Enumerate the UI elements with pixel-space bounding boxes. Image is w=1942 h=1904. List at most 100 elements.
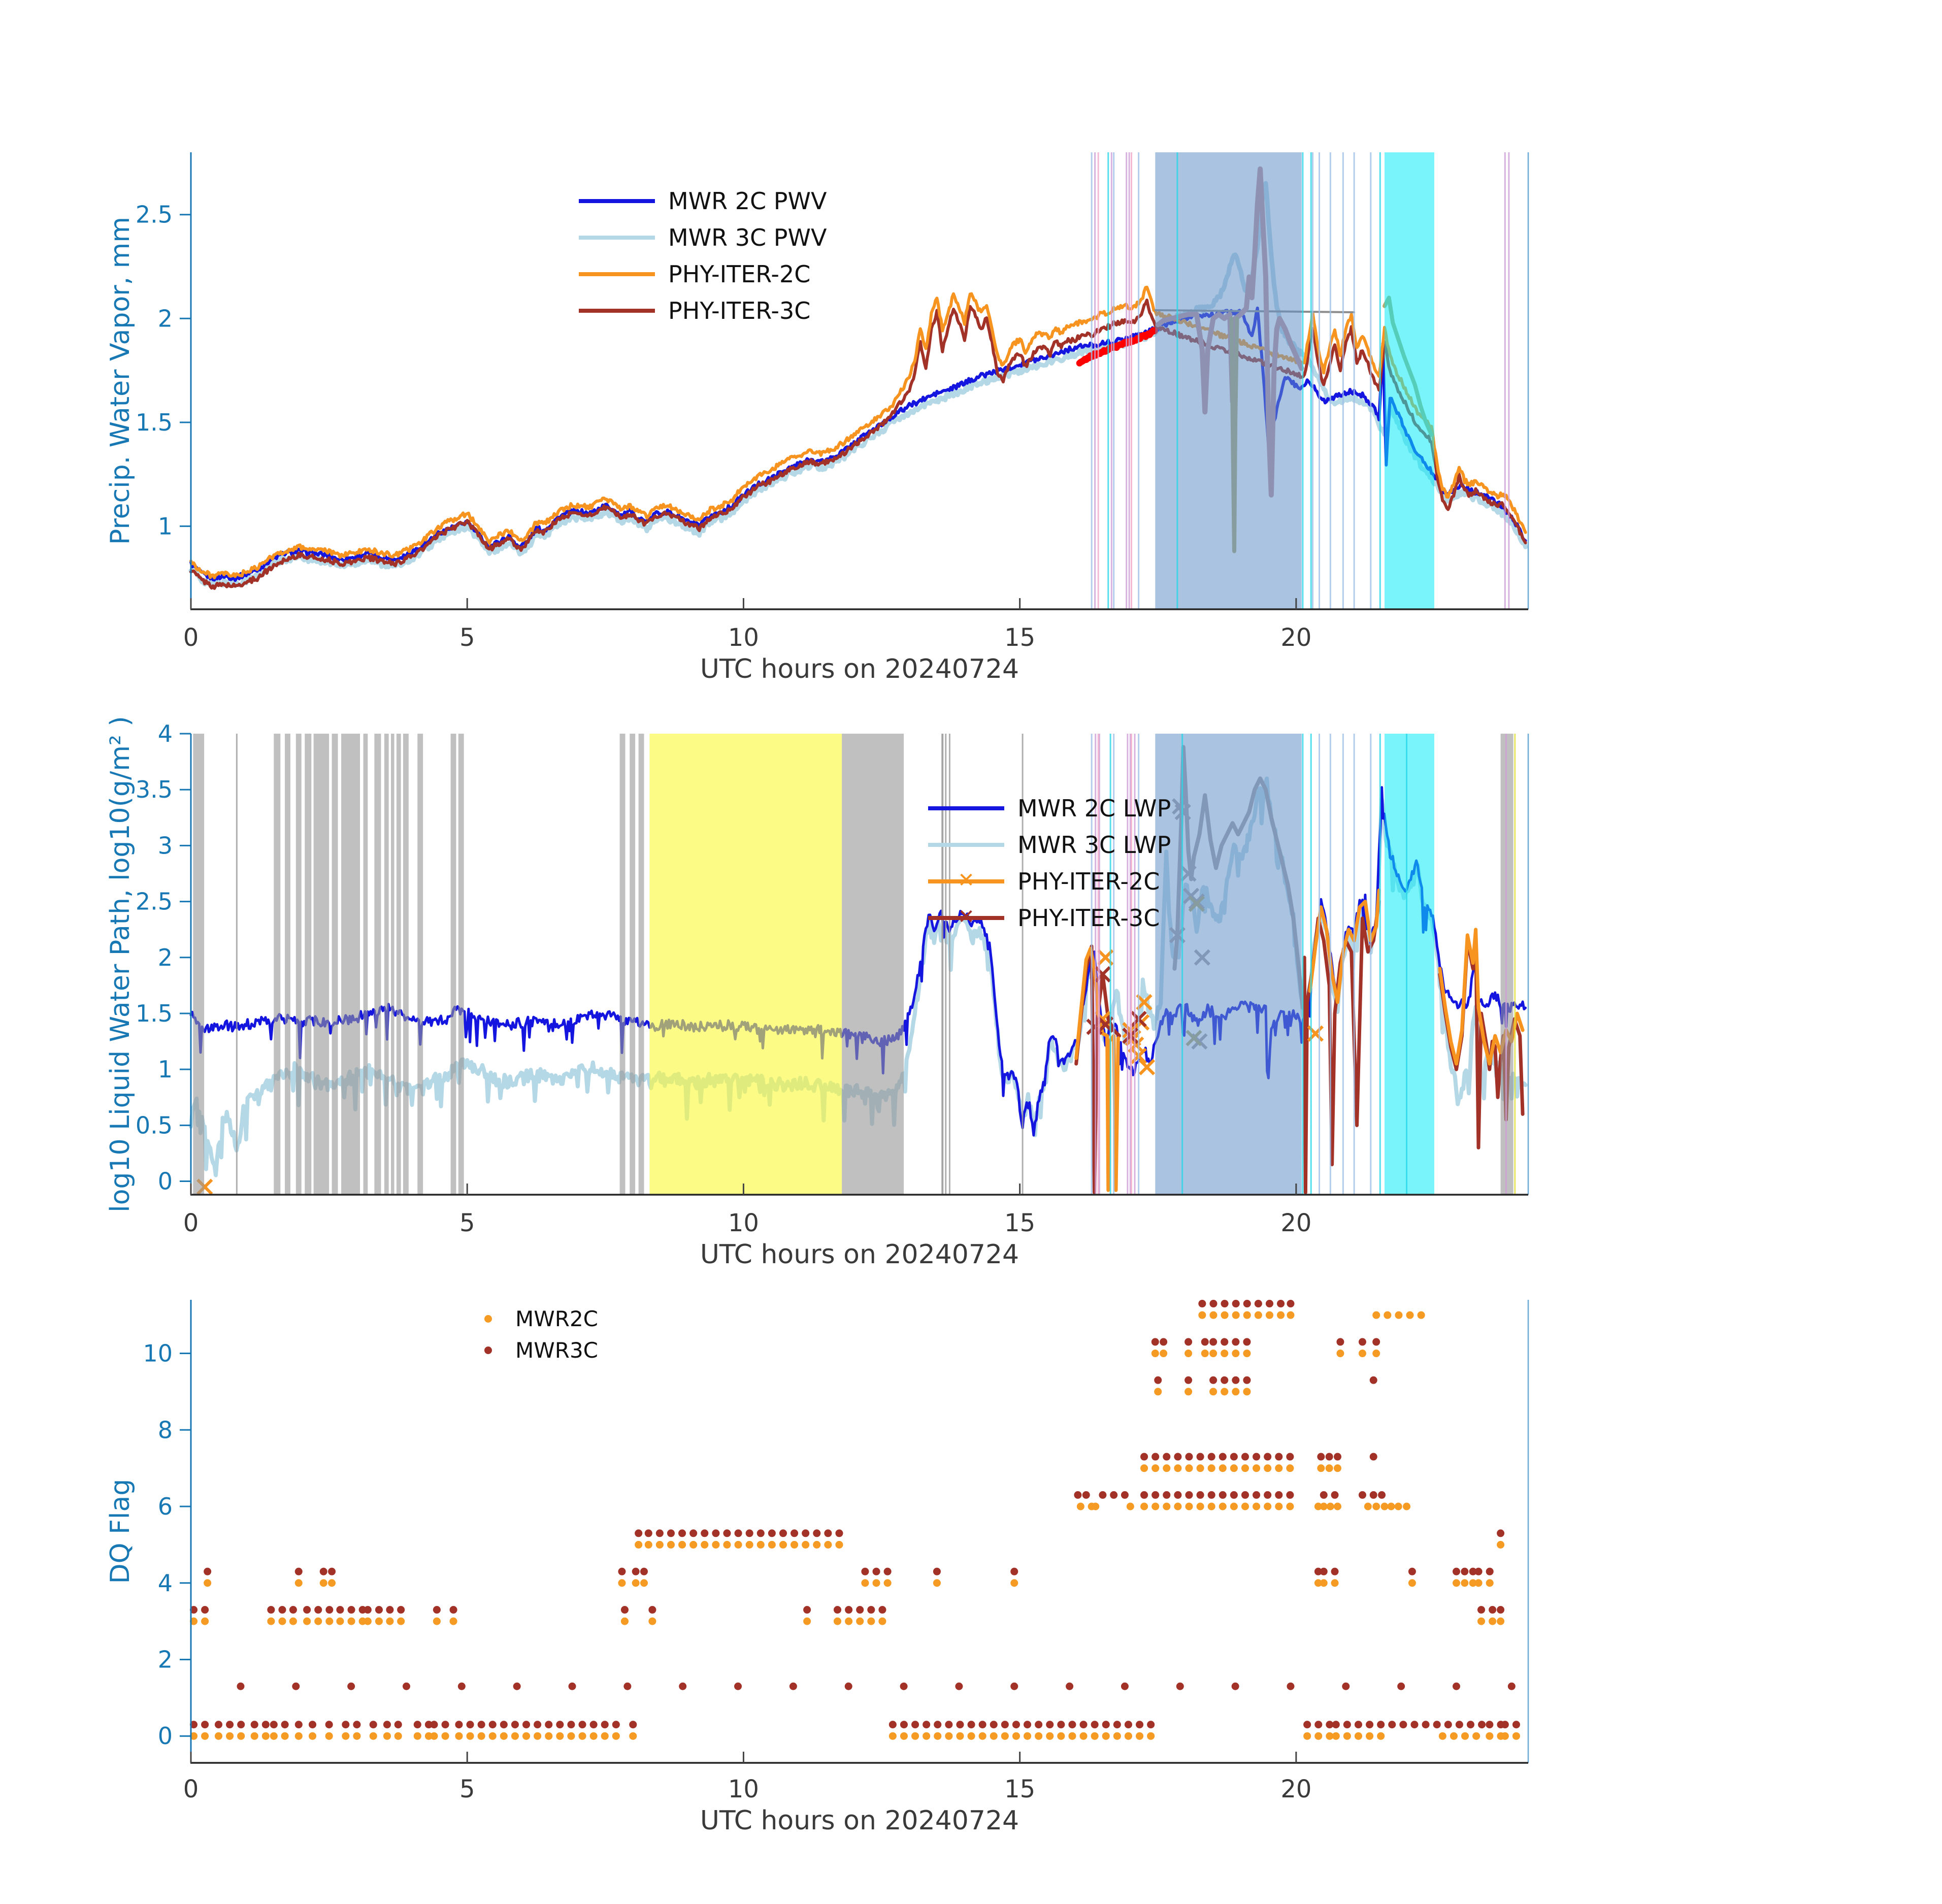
lwp-legend: MWR 2C LWP MWR 3C LWP ✕ PHY-ITER-2C ✕ PH… <box>928 790 1171 936</box>
legend-label: PHY-ITER-3C <box>1017 904 1160 932</box>
pwv-legend: MWR 2C PWV MWR 3C PWV PHY-ITER-2C PHY-IT… <box>579 183 827 329</box>
liquid-water-path-shaded-bands <box>193 734 1513 1195</box>
series-phy-iter-3c <box>189 299 1527 590</box>
dq-row-4.3 <box>204 1567 1505 1575</box>
phy-iter-3c-line-sample <box>579 309 655 313</box>
legend-item-mwr3c-lwp: MWR 3C LWP <box>928 827 1171 863</box>
legend-label: MWR2C <box>515 1306 598 1331</box>
precip-water-vapor-series <box>188 166 1528 590</box>
dq-row-10 <box>1151 1350 1380 1358</box>
mwr3c-pwv-line-sample <box>579 236 655 240</box>
y-tick-label: 1.5 <box>136 1000 173 1027</box>
dq-row-7.3 <box>1140 1453 1377 1461</box>
dq-row-10.3 <box>1151 1338 1380 1346</box>
legend-label: MWR 2C LWP <box>1017 795 1171 822</box>
y-tick-label: 3 <box>158 832 173 859</box>
legend-item-mwr2c-pwv: MWR 2C PWV <box>579 183 827 219</box>
mwr3c-dot-sample <box>484 1346 492 1354</box>
x-tick-label: 5 <box>459 1209 475 1237</box>
lwp-x-axis-label: UTC hours on 20240724 <box>700 1239 1019 1270</box>
pwv-y-axis-label: Precip. Water Vapor, mm <box>105 217 136 545</box>
dq-row-6 <box>1076 1502 1411 1511</box>
dq-row-3 <box>189 1617 1505 1625</box>
x-tick-label: 10 <box>728 1775 759 1803</box>
phy-iter-3c-line-x-sample: ✕ <box>928 905 1004 929</box>
y-tick-label: 0 <box>158 1168 173 1195</box>
x-tick-label: 20 <box>1280 1775 1311 1803</box>
lwp-y-axis-label: log10 Liquid Water Path, log10(g/m² ) <box>105 716 136 1212</box>
phy-iter-2c-line-x-sample: ✕ <box>928 869 1004 892</box>
precip-water-vapor-shaded-bands <box>1155 152 1434 609</box>
x-tick-label: 10 <box>728 623 759 652</box>
precip-water-vapor-event-vlines <box>1091 152 1510 609</box>
liquid-water-path-event-vlines <box>236 734 1516 1195</box>
y-tick-label: 2 <box>158 1646 173 1673</box>
legend-label: MWR 2C PWV <box>668 187 827 215</box>
panel-dq-flag: 0 2 4 6 8 10 0 5 10 15 20 <box>143 1300 1529 1803</box>
dq-row-6.3 <box>1074 1491 1386 1499</box>
x-tick-label: 10 <box>728 1209 759 1237</box>
legend-label: MWR3C <box>515 1337 598 1363</box>
series-phy-iter-2c <box>189 285 1527 579</box>
panel-precip-water-vapor: 1 1.5 2 2.5 0 5 10 15 20 <box>136 152 1529 652</box>
y-tick-label: 4 <box>158 720 173 747</box>
dq-row-11 <box>1198 1311 1433 1319</box>
dq-row-5 <box>635 1540 1505 1549</box>
x-tick-label: 15 <box>1004 1775 1035 1803</box>
legend-label: MWR 3C LWP <box>1017 831 1171 859</box>
legend-item-mwr2c-flag: MWR2C <box>472 1303 598 1334</box>
y-tick-label: 4 <box>158 1569 173 1597</box>
dq-flag-axes: 0 2 4 6 8 10 0 5 10 15 20 <box>143 1300 1529 1803</box>
pwv-x-axis-label: UTC hours on 20240724 <box>700 654 1019 684</box>
x-tick-label: 0 <box>183 1775 199 1803</box>
dq-row-1.3 <box>237 1682 1516 1690</box>
y-tick-label: 6 <box>158 1493 173 1520</box>
dq-row-11.3 <box>1198 1300 1295 1308</box>
x-tick-label: 20 <box>1280 623 1311 652</box>
y-tick-label: 1.5 <box>136 409 173 436</box>
y-tick-label: 0 <box>158 1722 173 1750</box>
legend-item-phy-iter-3c: PHY-ITER-3C <box>579 292 827 329</box>
y-tick-label: 2 <box>158 944 173 971</box>
legend-label: PHY-ITER-2C <box>1017 868 1160 895</box>
x-tick-label: 20 <box>1280 1209 1311 1237</box>
mwr2c-lwp-line-sample <box>928 806 1004 810</box>
y-tick-label: 2.5 <box>136 888 173 915</box>
y-tick-label: 1 <box>158 1056 173 1083</box>
panel-liquid-water-path: 0 0.5 1 1.5 2 2.5 3 3.5 4 0 5 10 15 20 <box>136 720 1529 1237</box>
x-tick-label: 15 <box>1004 1209 1035 1237</box>
legend-label: PHY-ITER-3C <box>668 297 811 324</box>
dq-row-7 <box>1140 1464 1341 1472</box>
y-tick-label: 8 <box>158 1416 173 1443</box>
dq-row-9 <box>1154 1388 1259 1396</box>
y-tick-label: 2.5 <box>136 201 173 228</box>
dq-row-5.3 <box>635 1529 1505 1537</box>
liquid-water-path-axes: 0 0.5 1 1.5 2 2.5 3 3.5 4 0 5 10 15 20 <box>136 720 1529 1237</box>
precip-water-vapor-axes: 1 1.5 2 2.5 0 5 10 15 20 <box>136 152 1529 652</box>
legend-item-phy-iter-3c-lwp: ✕ PHY-ITER-3C <box>928 900 1171 936</box>
dqflag-legend: MWR2C MWR3C <box>472 1303 598 1366</box>
legend-label: PHY-ITER-2C <box>668 260 811 288</box>
y-tick-label: 1 <box>158 512 173 540</box>
legend-item-phy-iter-2c-lwp: ✕ PHY-ITER-2C <box>928 863 1171 900</box>
x-tick-label: 5 <box>459 623 475 652</box>
legend-item-phy-iter-2c: PHY-ITER-2C <box>579 256 827 292</box>
x-tick-label: 0 <box>183 623 199 652</box>
legend-item-mwr2c-lwp: MWR 2C LWP <box>928 790 1171 827</box>
x-tick-label: 0 <box>183 1209 199 1237</box>
x-tick-label: 5 <box>459 1775 475 1803</box>
x-tick-label: 15 <box>1004 623 1035 652</box>
series-phy-iter-2c-lwp <box>1308 889 1381 1004</box>
mwr2c-dot-sample <box>484 1315 492 1323</box>
dq-row-4 <box>204 1579 1505 1587</box>
dqflag-y-axis-label: DQ Flag <box>105 1479 136 1584</box>
mwr2c-pwv-line-sample <box>579 199 655 203</box>
legend-label: MWR 3C PWV <box>668 224 827 251</box>
y-tick-label: 3.5 <box>136 776 173 803</box>
dq-row-9.3 <box>1154 1376 1377 1384</box>
y-tick-label: 0.5 <box>136 1111 173 1139</box>
y-tick-label: 10 <box>143 1340 173 1367</box>
phy-iter-2c-line-sample <box>579 272 655 276</box>
